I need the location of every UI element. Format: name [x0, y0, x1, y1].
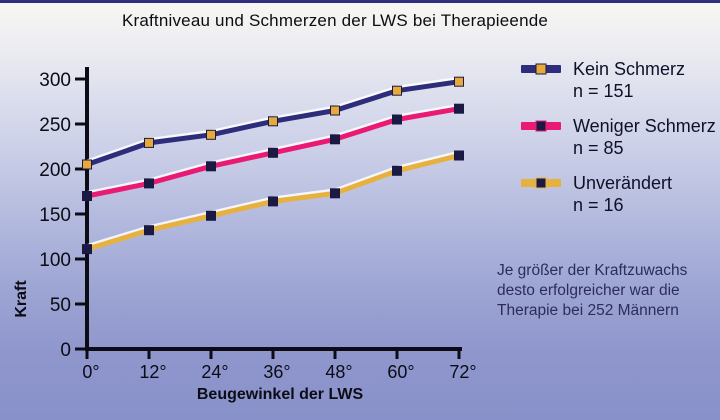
x-axis-label: Beugewinkel der LWS [196, 386, 364, 403]
data-point-marker [82, 159, 92, 170]
legend-swatch-weniger-schmerz [521, 120, 561, 132]
y-tick-label: 150 [39, 205, 71, 226]
legend-item-weniger-schmerz: Weniger Schmerz n = 85 [521, 116, 716, 160]
data-point-marker [330, 188, 340, 199]
data-point-marker [268, 116, 278, 127]
x-tick-label: 24° [201, 362, 228, 382]
legend-item-kein-schmerz: Kein Schmerz n = 151 [521, 59, 716, 103]
chart-annotation: Je größer der Kraftzuwachs desto erfolgr… [497, 261, 720, 320]
y-tick-label: 50 [50, 295, 71, 316]
y-tick-label: 200 [39, 160, 71, 181]
series-2 [82, 150, 464, 255]
data-point-marker [206, 161, 216, 172]
data-point-marker [268, 147, 278, 158]
x-tick-label: 0° [82, 362, 99, 382]
series-0 [82, 76, 464, 170]
legend-marker-icon [535, 63, 547, 75]
x-tick-label: 48° [325, 362, 352, 382]
x-tick-label: 12° [139, 362, 166, 382]
data-point-marker [330, 105, 340, 116]
y-tick-label: 0 [60, 340, 71, 361]
legend-item-unveraendert: Unverändert n = 16 [521, 173, 716, 217]
data-point-marker [392, 114, 402, 125]
top-border [0, 0, 720, 3]
data-point-marker [268, 196, 278, 207]
legend-swatch-kein-schmerz [521, 63, 561, 75]
chart-legend: Kein Schmerz n = 151 Weniger Schmerz n =… [521, 59, 716, 217]
data-point-marker [144, 178, 154, 189]
legend-marker-icon [535, 177, 547, 189]
legend-swatch-unveraendert [521, 177, 561, 189]
legend-count: n = 151 [573, 80, 634, 101]
legend-label: Unverändert [573, 172, 673, 193]
data-point-marker [206, 210, 216, 221]
x-tick-label: 72° [449, 362, 476, 382]
data-point-marker [454, 103, 464, 114]
data-point-marker [454, 150, 464, 161]
data-point-marker [330, 134, 340, 145]
legend-count: n = 85 [573, 137, 624, 158]
data-point-marker [144, 225, 154, 236]
chart-title: Kraftniveau und Schmerzen der LWS bei Th… [121, 11, 549, 30]
data-point-marker [454, 76, 464, 87]
annotation-line: Je größer der Kraftzuwachs [497, 262, 688, 279]
annotation-line: desto erfolgreicher war die [497, 281, 680, 299]
x-tick-label: 60° [387, 362, 414, 382]
legend-label: Kein Schmerz [573, 59, 686, 79]
y-tick-label: 300 [39, 70, 71, 91]
x-tick-label: 36° [263, 362, 290, 382]
legend-marker-icon [535, 120, 547, 132]
data-point-marker [392, 85, 402, 96]
data-point-marker [206, 129, 216, 140]
axes: 0 50 100 150 200 250 300 0° 12° 24° 36° 48° 60° 72° [39, 67, 477, 382]
y-tick-label: 250 [39, 115, 71, 136]
annotation-line: Therapie bei 252 Männern [497, 301, 679, 319]
data-point-marker [82, 244, 92, 255]
y-axis-label: Kraft [13, 280, 30, 318]
series-1 [82, 103, 464, 201]
data-point-marker [392, 165, 402, 176]
y-tick-label: 100 [39, 250, 71, 271]
legend-label: Weniger Schmerz [573, 115, 716, 136]
legend-count: n = 16 [573, 194, 624, 215]
data-point-marker [82, 191, 92, 201]
data-point-marker [144, 137, 154, 148]
